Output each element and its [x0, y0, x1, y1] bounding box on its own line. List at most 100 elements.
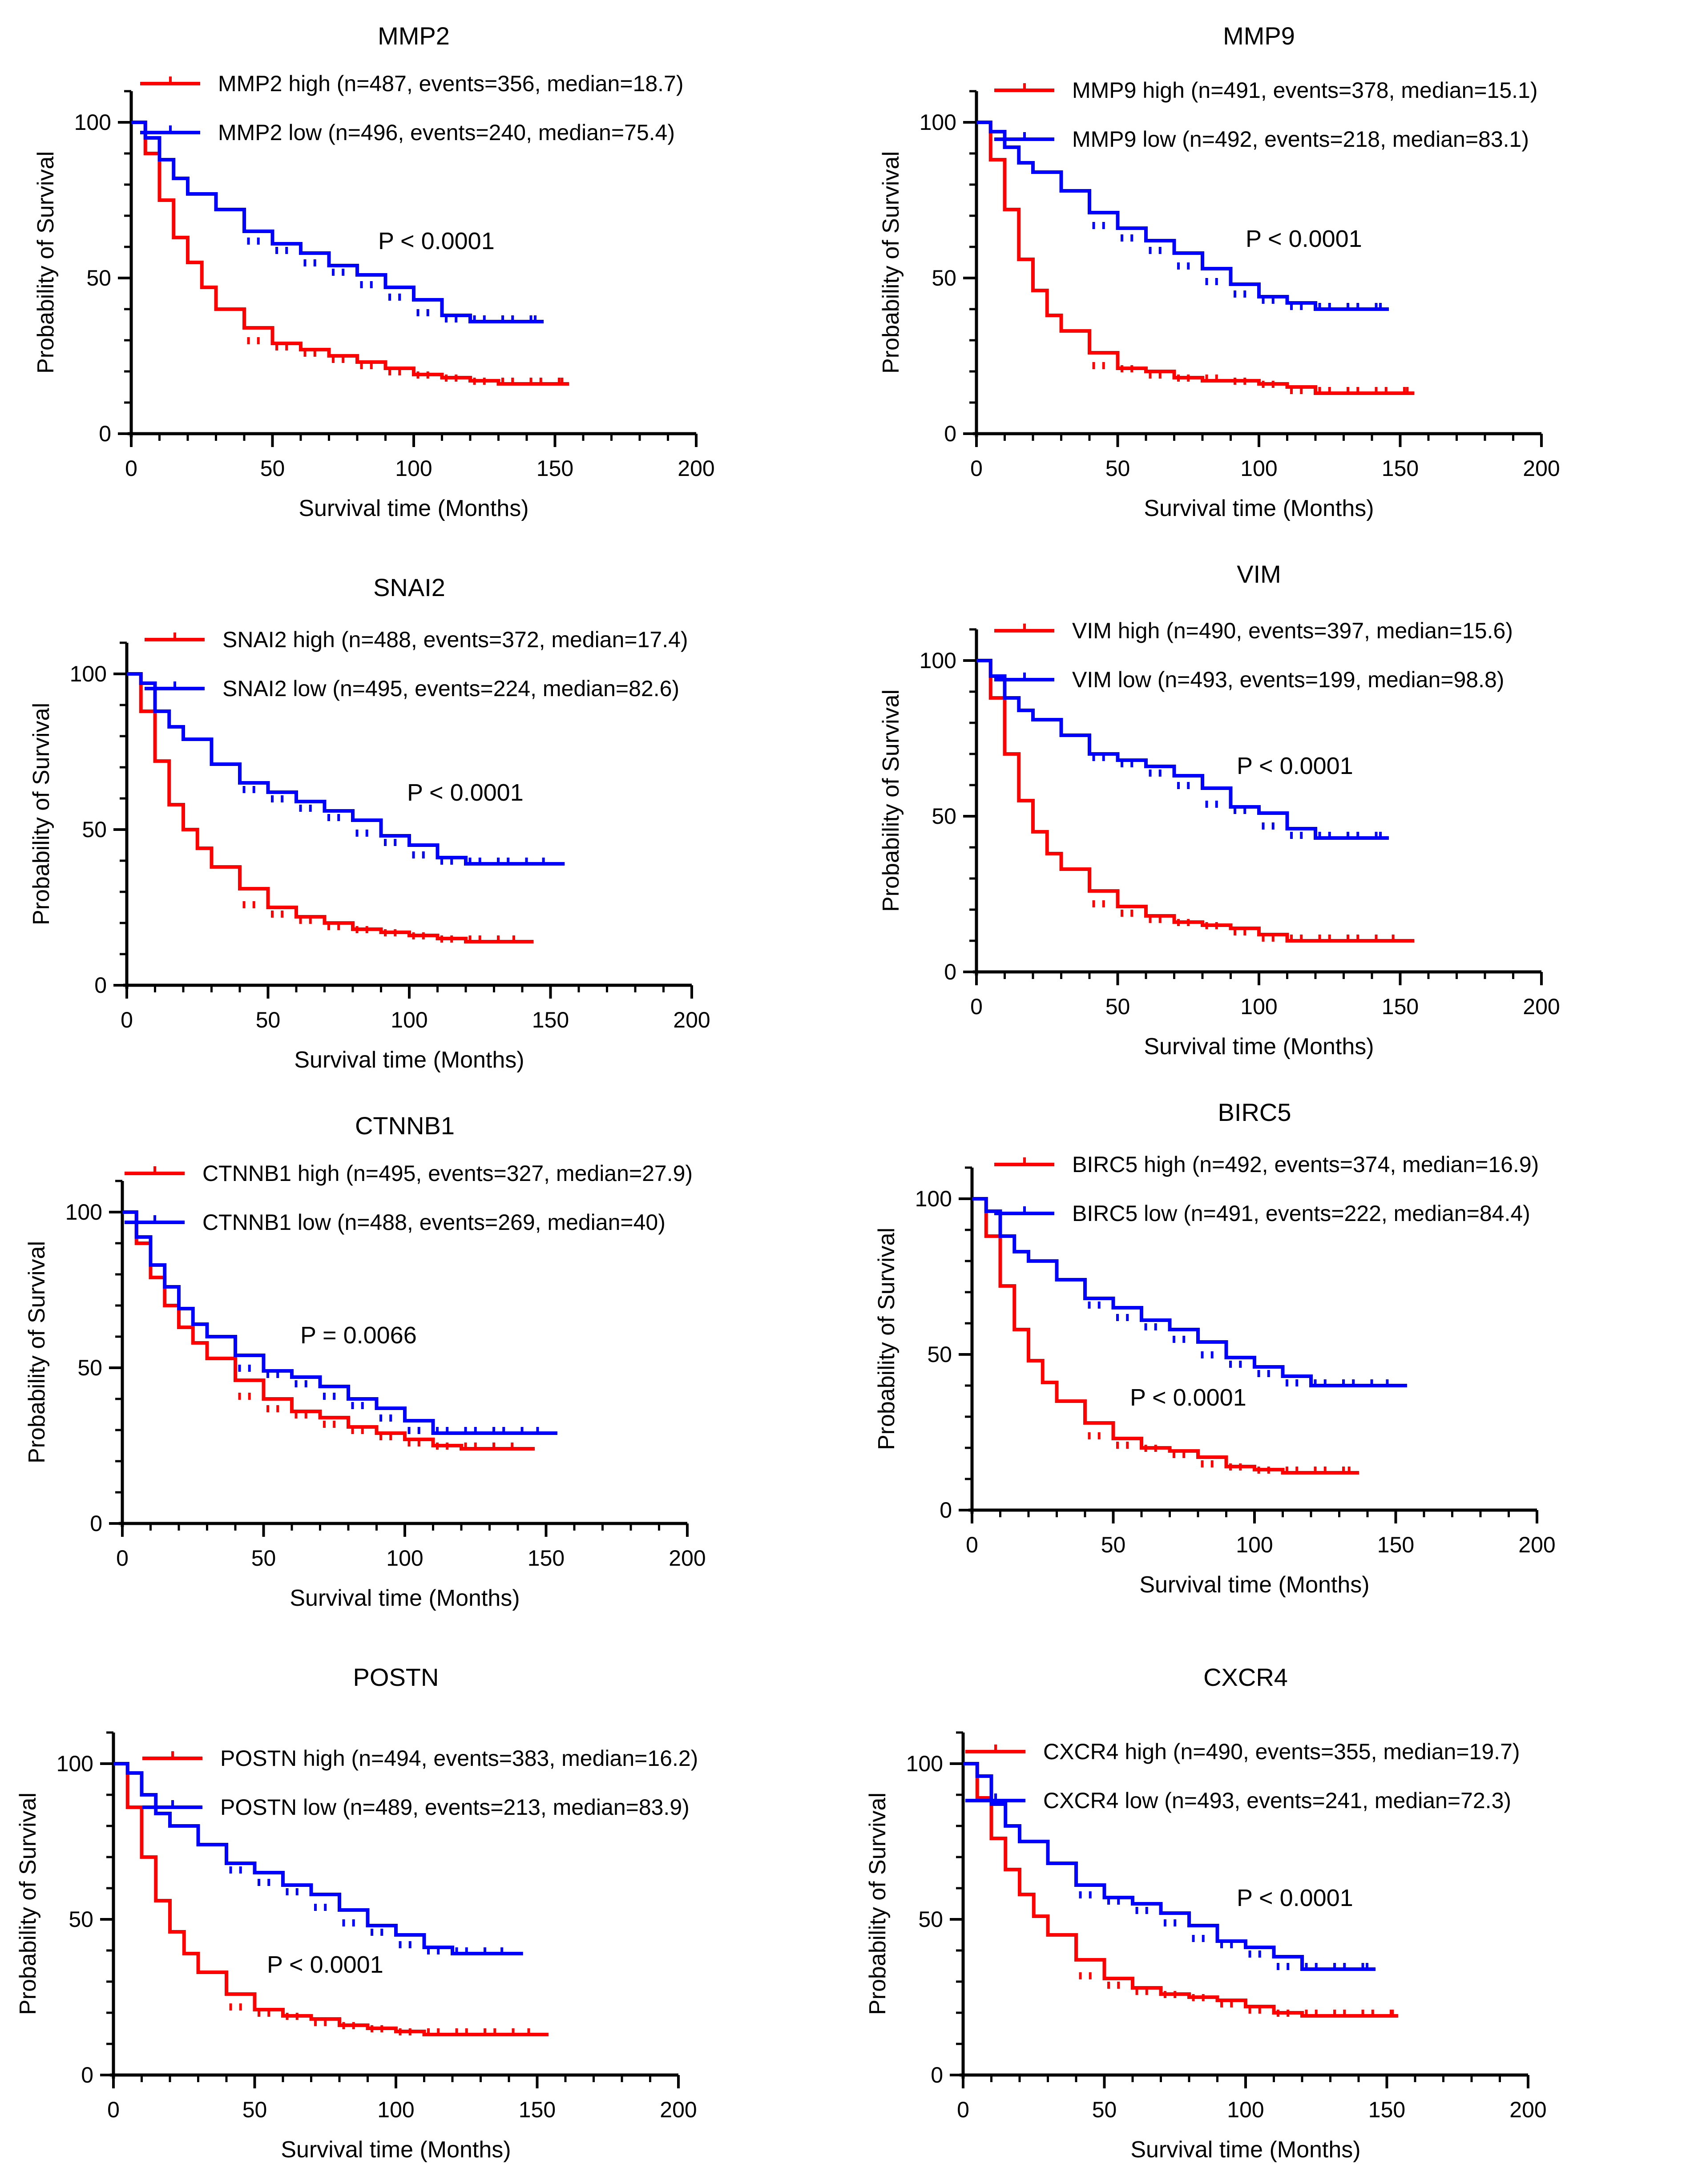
panel-title: SNAI2 [373, 573, 445, 601]
y-tick-label: 0 [944, 959, 956, 984]
x-tick-label: 150 [532, 1007, 569, 1032]
x-axis-label: Survival time (Months) [1144, 496, 1374, 521]
p-value: P < 0.0001 [1237, 753, 1353, 779]
x-tick-label: 50 [251, 1546, 276, 1571]
panel-title: POSTN [353, 1663, 439, 1691]
x-tick-label: 150 [519, 2097, 556, 2122]
x-axis-label: Survival time (Months) [294, 1047, 524, 1073]
x-tick-label: 100 [377, 2097, 414, 2122]
km-panel-vim: VIM 0 50 100 0 50 100 150 200 Survival time (Mont… [878, 560, 1560, 1060]
x-tick-label: 150 [1377, 1532, 1414, 1557]
y-axis-label: Probability of Survival [878, 689, 904, 912]
y-axis-label: Probability of Survival [874, 1228, 899, 1450]
x-tick-label: 150 [528, 1546, 565, 1571]
y-axis-label: Probability of Survival [15, 1793, 41, 2015]
x-tick-label: 150 [1382, 994, 1419, 1019]
x-tick-label: 150 [1368, 2097, 1405, 2122]
x-tick-label: 200 [1509, 2097, 1546, 2122]
x-tick-label: 50 [256, 1007, 281, 1032]
panel-title: MMP2 [378, 22, 450, 50]
p-value: P < 0.0001 [378, 228, 495, 254]
km-panel-cxcr4: CXCR4 0 50 100 0 50 100 150 200 Survival time (Mo… [865, 1663, 1547, 2163]
x-tick-label: 100 [386, 1546, 423, 1571]
legend-label-high: SNAI2 high (n=488, events=372, median=17… [222, 627, 688, 652]
y-axis-label: Probability of Survival [24, 1241, 50, 1463]
km-curve-low [131, 121, 544, 323]
km-panel-mmp9: MMP9 0 50 100 0 50 100 150 200 Survival time (Mon… [878, 22, 1560, 521]
legend-label-high: CTNNB1 high (n=495, events=327, median=2… [202, 1161, 693, 1186]
p-value: P < 0.0001 [267, 1951, 383, 1978]
y-tick-label: 0 [940, 1498, 952, 1523]
y-tick-label: 0 [944, 421, 956, 446]
y-tick-label: 100 [65, 1200, 102, 1225]
km-panel-birc5: BIRC5 0 50 100 0 50 100 150 200 Survival time (Mo… [874, 1098, 1556, 1598]
legend-label-high: BIRC5 high (n=492, events=374, median=16… [1072, 1152, 1539, 1177]
legend-label-low: CXCR4 low (n=493, events=241, median=72.… [1043, 1788, 1511, 1813]
km-curve-high [972, 1197, 1359, 1475]
legend-label-high: CXCR4 high (n=490, events=355, median=19… [1043, 1739, 1520, 1764]
x-tick-label: 100 [391, 1007, 428, 1032]
km-curve-high [131, 121, 569, 386]
p-value: P < 0.0001 [1237, 1885, 1353, 1911]
km-curve-high [113, 1762, 549, 2036]
x-tick-label: 50 [1092, 2097, 1117, 2122]
y-tick-label: 100 [56, 1751, 93, 1776]
y-tick-label: 50 [932, 804, 956, 829]
legend-label-high: VIM high (n=490, events=397, median=15.6… [1072, 618, 1513, 643]
y-tick-label: 50 [927, 1342, 952, 1367]
x-axis-label: Survival time (Months) [1139, 1572, 1369, 1598]
legend-label-low: POSTN low (n=489, events=213, median=83.… [220, 1795, 690, 1820]
y-tick-label: 0 [94, 973, 107, 998]
p-value: P < 0.0001 [1246, 226, 1362, 252]
km-curve-low [122, 1210, 557, 1435]
y-tick-label: 50 [82, 817, 107, 842]
km-curve-low [976, 659, 1389, 840]
y-tick-label: 50 [86, 266, 111, 290]
x-tick-label: 50 [1105, 456, 1130, 481]
x-tick-label: 0 [957, 2097, 969, 2122]
x-tick-label: 0 [970, 456, 983, 481]
x-axis-label: Survival time (Months) [290, 1585, 520, 1611]
km-panel-postn: POSTN 0 50 100 0 50 100 150 200 Survival time (Mo… [15, 1663, 698, 2163]
x-tick-label: 200 [660, 2097, 697, 2122]
x-tick-label: 50 [260, 456, 285, 481]
km-curve-low [963, 1762, 1376, 1971]
x-tick-label: 100 [395, 456, 432, 481]
km-curve-low [113, 1762, 523, 1955]
panel-title: BIRC5 [1218, 1098, 1291, 1126]
x-tick-label: 150 [1382, 456, 1419, 481]
x-tick-label: 50 [242, 2097, 267, 2122]
y-tick-label: 100 [920, 110, 956, 135]
x-tick-label: 50 [1105, 994, 1130, 1019]
x-tick-label: 50 [1101, 1532, 1126, 1557]
km-curve-low [127, 672, 565, 866]
p-value: P = 0.0066 [300, 1322, 417, 1349]
legend-label-low: MMP2 low (n=496, events=240, median=75.4… [218, 120, 675, 145]
x-tick-label: 0 [970, 994, 983, 1019]
legend-label-high: MMP9 high (n=491, events=378, median=15.… [1072, 78, 1538, 103]
x-tick-label: 0 [107, 2097, 120, 2122]
y-tick-label: 50 [932, 266, 956, 290]
x-tick-label: 100 [1227, 2097, 1264, 2122]
p-value: P < 0.0001 [407, 779, 524, 806]
y-tick-label: 50 [77, 1355, 102, 1380]
km-curve-low [976, 121, 1389, 311]
km-curve-high [976, 121, 1415, 395]
x-tick-label: 0 [966, 1532, 978, 1557]
y-tick-label: 100 [920, 648, 956, 673]
x-tick-label: 200 [678, 456, 714, 481]
y-tick-label: 50 [918, 1907, 943, 1932]
y-tick-label: 0 [99, 421, 111, 446]
y-tick-label: 0 [931, 2063, 943, 2087]
x-tick-label: 200 [1523, 456, 1560, 481]
x-tick-label: 0 [121, 1007, 133, 1032]
x-tick-label: 200 [1518, 1532, 1555, 1557]
km-curve-low [972, 1197, 1407, 1387]
x-tick-label: 100 [1240, 456, 1277, 481]
x-tick-label: 100 [1240, 994, 1277, 1019]
legend-label-low: BIRC5 low (n=491, events=222, median=84.… [1072, 1201, 1530, 1226]
panel-title: MMP9 [1223, 22, 1295, 50]
y-tick-label: 100 [906, 1751, 943, 1776]
